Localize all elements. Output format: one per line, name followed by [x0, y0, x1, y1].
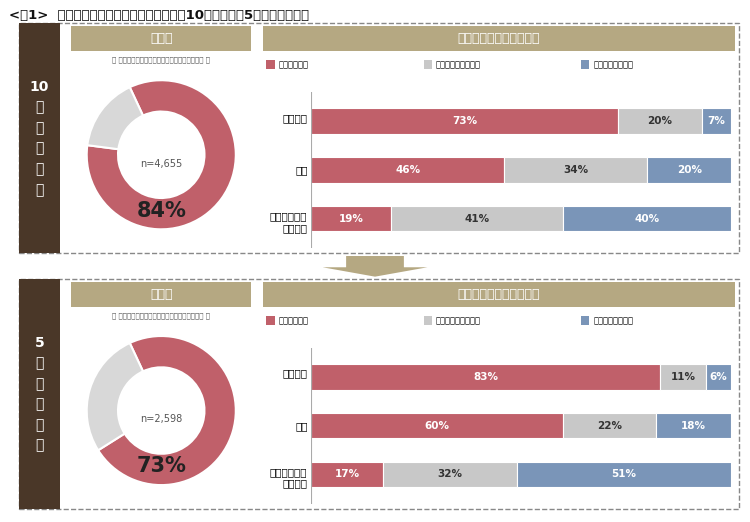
Bar [311, 206, 391, 231]
Bar [517, 462, 731, 487]
Bar [391, 206, 563, 231]
Text: 憐れ: 憐れ [295, 421, 307, 431]
Text: 19%: 19% [339, 213, 364, 224]
Text: 憐れ: 憐れ [295, 165, 307, 175]
Text: <図1>  挙式率と結婚式に対するイメージ（10年前と直近5年以内の比較）: <図1> 挙式率と結婚式に対するイメージ（10年前と直近5年以内の比較） [9, 9, 309, 22]
Bar [660, 364, 706, 389]
Bar [311, 462, 382, 487]
Text: 挙式率: 挙式率 [150, 32, 172, 45]
Text: 51%: 51% [612, 469, 637, 480]
Bar [706, 364, 731, 389]
Text: n=2,598: n=2,598 [140, 414, 182, 424]
Bar [505, 157, 647, 183]
Bar [311, 413, 563, 438]
Text: 結婚式に対するイメージ: 結婚式に対するイメージ [458, 288, 540, 301]
Wedge shape [87, 87, 143, 149]
Wedge shape [87, 80, 236, 229]
Text: 18%: 18% [681, 421, 706, 431]
Text: 挙式率: 挙式率 [150, 288, 172, 301]
Text: 6%: 6% [710, 372, 728, 382]
Text: 41%: 41% [464, 213, 490, 224]
Text: 34%: 34% [563, 165, 589, 175]
Text: やらなければ
いけない: やらなければ いけない [270, 467, 308, 489]
Wedge shape [98, 336, 236, 485]
Text: 46%: 46% [395, 165, 421, 175]
Text: 84%: 84% [136, 200, 186, 221]
Text: 結婚式に対するイメージ: 結婚式に対するイメージ [458, 32, 540, 45]
Text: そう思わない・計: そう思わない・計 [593, 60, 633, 69]
Text: 10
年
前
に
結
婚: 10 年 前 に 結 婚 [30, 80, 49, 197]
Text: やらなければ
いけない: やらなければ いけない [270, 211, 308, 233]
Text: ［ 結婚式、もしくは披露宴の実施＋実施予定者 ］: ［ 結婚式、もしくは披露宴の実施＋実施予定者 ］ [112, 312, 210, 318]
Text: 32%: 32% [437, 469, 462, 480]
Text: 73%: 73% [136, 456, 186, 477]
Text: 83%: 83% [473, 372, 498, 382]
Text: 40%: 40% [634, 213, 660, 224]
Text: そう思う・計: そう思う・計 [278, 60, 308, 69]
Text: 感動的な: 感動的な [283, 113, 308, 123]
Text: 感動的な: 感動的な [283, 369, 308, 378]
Text: そう思わない・計: そう思わない・計 [593, 316, 633, 325]
Text: 17%: 17% [334, 469, 359, 480]
Wedge shape [87, 343, 143, 450]
FancyArrow shape [322, 256, 428, 277]
Text: どちらともいえない: どちらともいえない [436, 316, 481, 325]
Bar [618, 109, 702, 134]
Text: 11%: 11% [670, 372, 695, 382]
Text: 60%: 60% [424, 421, 450, 431]
Text: どちらともいえない: どちらともいえない [436, 60, 481, 69]
Text: n=4,655: n=4,655 [140, 159, 182, 169]
Bar [647, 157, 731, 183]
Bar [311, 157, 505, 183]
Bar [311, 364, 660, 389]
Bar [656, 413, 731, 438]
Text: 5
年
前
に
結
婚: 5 年 前 に 結 婚 [34, 336, 44, 453]
Bar [311, 109, 618, 134]
Bar [563, 206, 731, 231]
Text: そう思う・計: そう思う・計 [278, 316, 308, 325]
Bar [563, 413, 656, 438]
Text: 22%: 22% [597, 421, 622, 431]
Text: 20%: 20% [647, 116, 672, 126]
Text: ［ 結婚式、もしくは披露宴の実施＋実施予定者 ］: ［ 結婚式、もしくは披露宴の実施＋実施予定者 ］ [112, 56, 210, 63]
Bar [702, 109, 731, 134]
Text: 7%: 7% [707, 116, 725, 126]
Bar [382, 462, 517, 487]
Text: 73%: 73% [452, 116, 477, 126]
Text: 20%: 20% [676, 165, 702, 175]
